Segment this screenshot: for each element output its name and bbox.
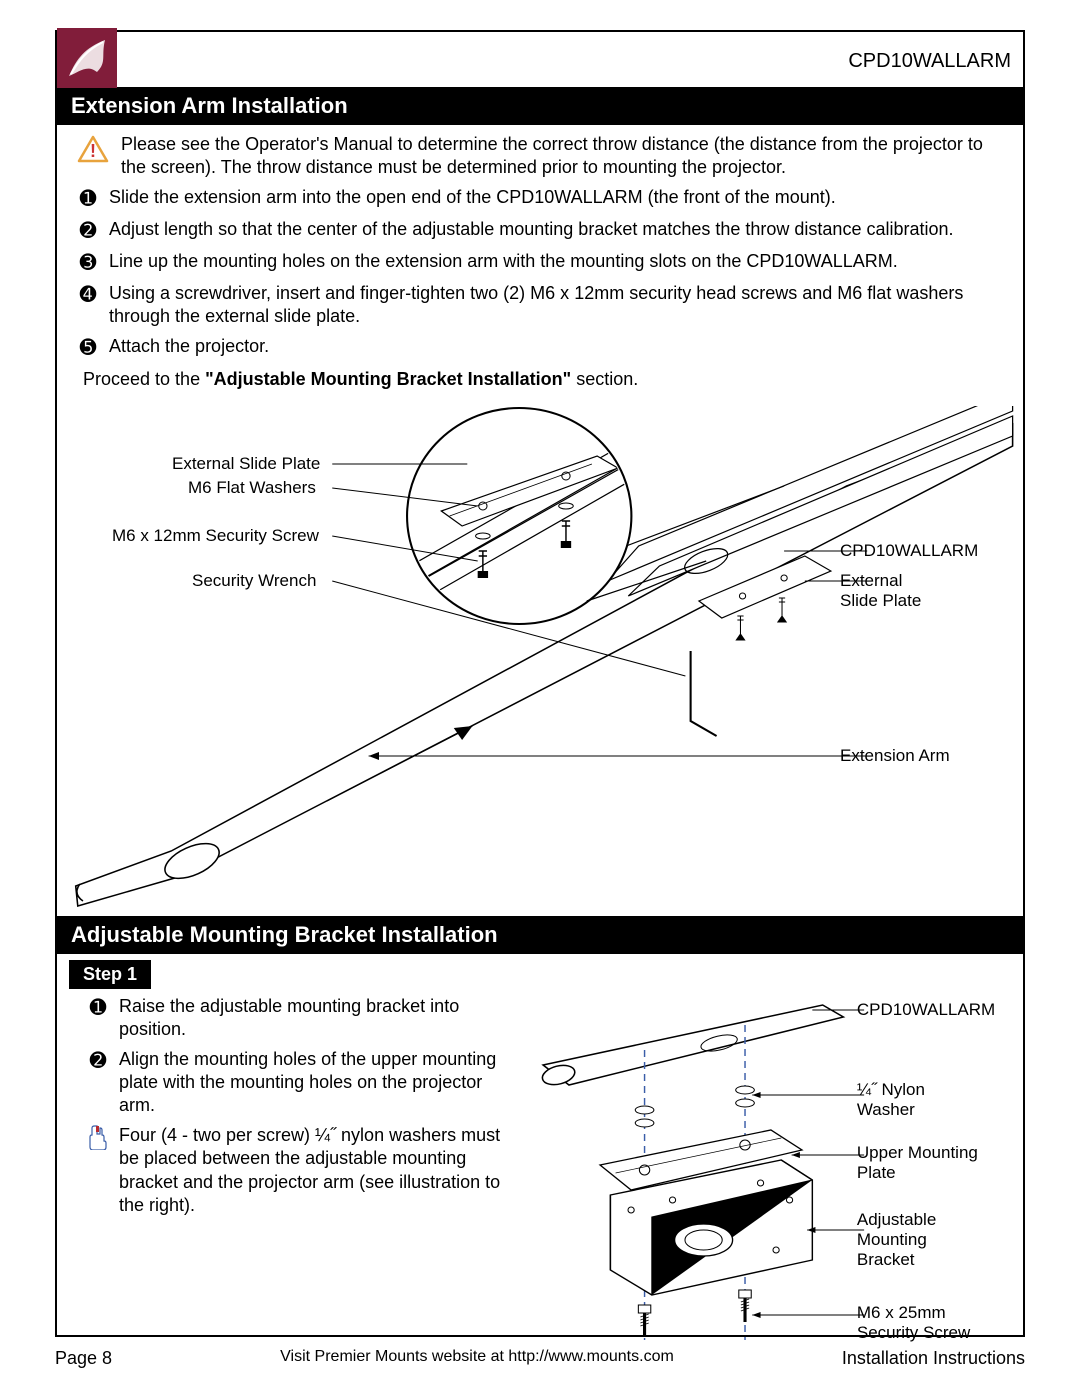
label-bracket: Adjustable Mounting Bracket <box>857 1210 936 1270</box>
step-text: Slide the extension arm into the open en… <box>109 186 1003 212</box>
step-row: ➌ Line up the mounting holes on the exte… <box>77 250 1003 276</box>
step-text: Line up the mounting holes on the extens… <box>109 250 1003 276</box>
step-row: ➊ Slide the extension arm into the open … <box>77 186 1003 212</box>
label-m6-screw: M6 x 12mm Security Screw <box>112 526 319 546</box>
label-ext-slide-plate-right: External Slide Plate <box>840 571 921 611</box>
label-extension-arm: Extension Arm <box>840 746 950 766</box>
warning-row: ! Please see the Operator's Manual to de… <box>77 133 1003 178</box>
footer-center: Visit Premier Mounts website at http://w… <box>112 1348 842 1369</box>
label-model-right: CPD10WALLARM <box>840 541 978 561</box>
section2-content: ➊ Raise the adjustable mounting bracket … <box>57 995 1023 1375</box>
label-model-d2: CPD10WALLARM <box>857 1000 995 1020</box>
step-row: ➋ Align the mounting holes of the upper … <box>87 1048 502 1118</box>
proceed-post: section. <box>571 369 638 389</box>
label-nylon-washer: ¼˝ Nylon Washer <box>857 1080 925 1120</box>
section-title-bracket: Adjustable Mounting Bracket Installation <box>57 916 1023 954</box>
step-number-icon: ➋ <box>77 218 99 244</box>
footer-page: Page 8 <box>55 1348 112 1369</box>
section2-diagram-col: CPD10WALLARM ¼˝ Nylon Washer Upper Mount… <box>512 995 1009 1365</box>
label-security-wrench: Security Wrench <box>192 571 316 591</box>
step-text: Adjust length so that the center of the … <box>109 218 1003 244</box>
step-number-icon: ➎ <box>77 335 99 361</box>
step-number-icon: ➋ <box>87 1048 109 1118</box>
label-m6-flat-washers: M6 Flat Washers <box>188 478 316 498</box>
step-box: Step 1 <box>69 960 151 989</box>
step-row: ➎ Attach the projector. <box>77 335 1003 361</box>
note-text: Four (4 - two per screw) ¼˝ nylon washer… <box>119 1124 502 1218</box>
diagram-bracket: CPD10WALLARM ¼˝ Nylon Washer Upper Mount… <box>512 995 1009 1365</box>
step-row: ➊ Raise the adjustable mounting bracket … <box>87 995 502 1042</box>
step-number-icon: ➍ <box>77 282 99 329</box>
proceed-bold: "Adjustable Mounting Bracket Installatio… <box>205 369 571 389</box>
step-number-icon: ➊ <box>77 186 99 212</box>
label-external-slide-plate: External Slide Plate <box>172 454 320 474</box>
pointing-hand-icon <box>87 1124 109 1218</box>
step-text: Raise the adjustable mounting bracket in… <box>119 995 502 1042</box>
step-text: Using a screwdriver, insert and finger-t… <box>109 282 1003 329</box>
warning-icon: ! <box>77 135 109 168</box>
brand-logo <box>57 28 117 88</box>
proceed-pre: Proceed to the <box>83 369 205 389</box>
proceed-text: Proceed to the "Adjustable Mounting Brac… <box>83 369 1003 390</box>
section2-text-col: ➊ Raise the adjustable mounting bracket … <box>87 995 502 1365</box>
step-number-icon: ➊ <box>87 995 109 1042</box>
section1-content: ! Please see the Operator's Manual to de… <box>57 125 1023 406</box>
footer-right: Installation Instructions <box>842 1348 1025 1369</box>
label-screw-d2: M6 x 25mm Security Screw <box>857 1303 970 1343</box>
page-footer: Page 8 Visit Premier Mounts website at h… <box>55 1348 1025 1369</box>
svg-text:!: ! <box>90 141 96 161</box>
step-row: ➍ Using a screwdriver, insert and finger… <box>77 282 1003 329</box>
step-number-icon: ➌ <box>77 250 99 276</box>
label-upper-plate: Upper Mounting Plate <box>857 1143 978 1183</box>
step-text: Attach the projector. <box>109 335 1003 361</box>
page-frame: CPD10WALLARM Extension Arm Installation … <box>55 30 1025 1337</box>
note-row: Four (4 - two per screw) ¼˝ nylon washer… <box>87 1124 502 1218</box>
model-number: CPD10WALLARM <box>848 50 1011 73</box>
step-text: Align the mounting holes of the upper mo… <box>119 1048 502 1118</box>
section-title-extension-arm: Extension Arm Installation <box>57 87 1023 125</box>
warning-text: Please see the Operator's Manual to dete… <box>121 133 1003 178</box>
step-row: ➋ Adjust length so that the center of th… <box>77 218 1003 244</box>
diagram-extension-arm: External Slide Plate M6 Flat Washers M6 … <box>57 406 1023 916</box>
